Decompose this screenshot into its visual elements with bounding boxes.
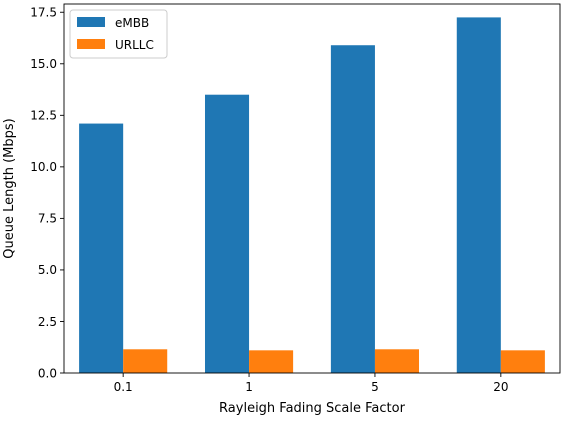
y-tick-label: 5.0 — [38, 263, 57, 277]
bars-layer — [79, 17, 545, 374]
bar-urllc-20 — [500, 350, 545, 373]
y-tick-label: 15.0 — [30, 57, 57, 71]
bar-urllc-0.1 — [123, 349, 168, 373]
y-tick-label: 12.5 — [30, 109, 57, 123]
bar-embb-0.1 — [79, 123, 124, 374]
plot-frame — [63, 3, 561, 374]
y-axis-label: Queue Length (Mbps) — [2, 118, 17, 258]
x-tick-label: 0.1 — [114, 380, 133, 394]
axes-layer — [63, 3, 561, 374]
legend-swatch-urllc — [77, 39, 105, 49]
legend-swatch-embb — [77, 17, 105, 27]
y-tick-label: 2.5 — [38, 315, 57, 329]
x-tick-label: 5 — [371, 380, 379, 394]
legend-label-urllc: URLLC — [115, 38, 154, 52]
y-tick-label: 7.5 — [38, 212, 57, 226]
ticks-layer: 0.0 2.5 5.0 7.5 10.0 12.5 15.0 17.5 0.1 1 5 20 — [30, 6, 508, 394]
y-tick-label: 10.0 — [30, 160, 57, 174]
bar-embb-1 — [204, 94, 250, 373]
bar-embb-20 — [456, 17, 501, 373]
x-tick-label: 20 — [493, 380, 508, 394]
bar-urllc-5 — [374, 349, 420, 373]
bar-embb-5 — [330, 45, 375, 373]
bar-urllc-1 — [249, 350, 294, 373]
y-tick-label: 0.0 — [38, 366, 57, 380]
legend-label-embb: eMBB — [115, 16, 149, 30]
y-tick-label: 17.5 — [30, 6, 57, 20]
legend: eMBB URLLC — [69, 9, 168, 59]
x-axis-label: Rayleigh Fading Scale Factor — [219, 401, 406, 416]
x-tick-label: 1 — [245, 380, 253, 394]
